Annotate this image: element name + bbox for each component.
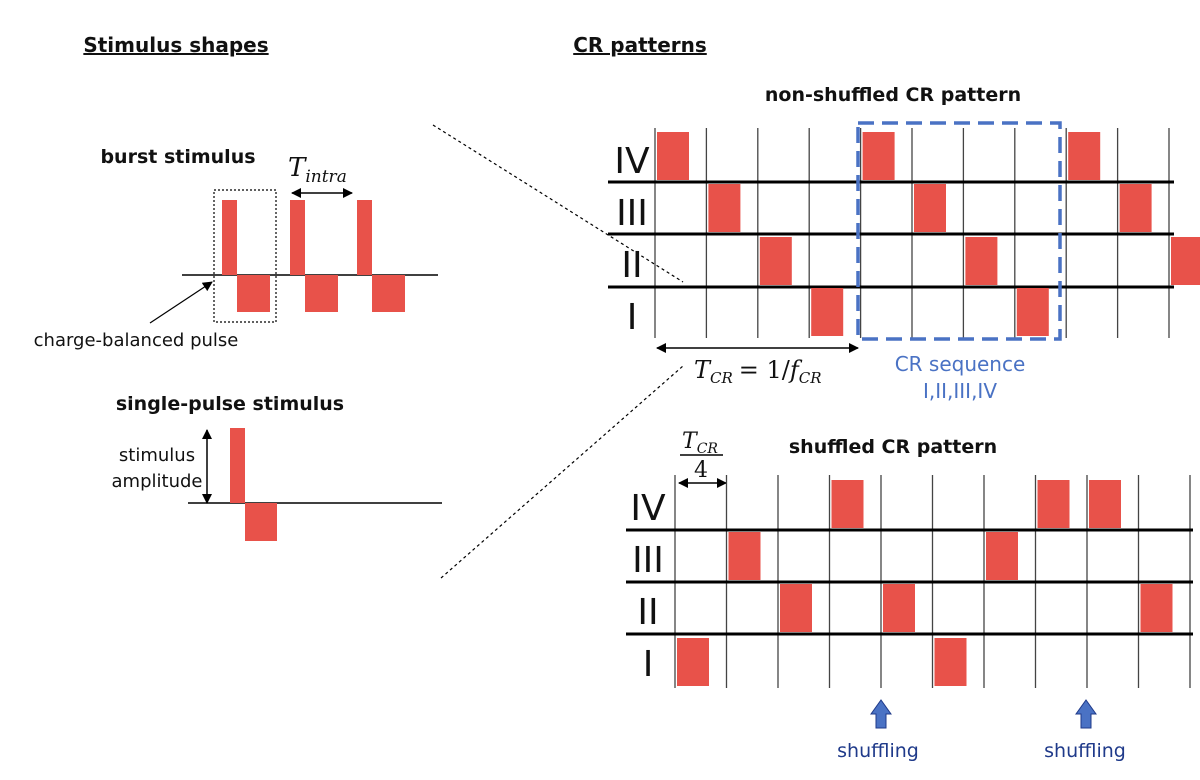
ns-pulse (811, 288, 844, 336)
single-pulse-title: single-pulse stimulus (116, 393, 344, 415)
ns-pulse (1016, 288, 1049, 336)
ns-pulse (708, 184, 741, 232)
shuffled-channel-labels: IV III II I (630, 488, 666, 685)
sh-channel-label-I: I (643, 644, 654, 685)
sh-pulse (728, 532, 761, 580)
burst-pulse-negative-1 (237, 275, 270, 312)
ns-pulse (657, 132, 689, 180)
ns-channel-label-I: I (627, 297, 638, 338)
ns-channel-label-II: II (621, 245, 642, 286)
shuffled-pulses (677, 480, 1173, 686)
cr-sequence-box (856, 121, 1062, 341)
burst-pulse-positive-2 (290, 200, 305, 275)
t-cr-fraction-numerator: TCR (682, 429, 718, 457)
non-shuffled-pulses (657, 132, 1200, 336)
heading-cr-patterns: CR patterns (573, 33, 707, 57)
zoom-line-upper (432, 124, 684, 283)
sh-pulse (986, 532, 1018, 580)
single-pulse-positive (230, 428, 245, 503)
burst-pulses (222, 200, 405, 312)
ns-pulse (862, 132, 895, 180)
non-shuffled-grid (608, 128, 1174, 338)
t-intra-label: Tintra (288, 153, 347, 187)
burst-pulse-positive-3 (357, 200, 372, 275)
charge-balanced-pulse-box (213, 189, 277, 323)
shuffling-arrow-icon-2 (1075, 699, 1097, 729)
ns-channel-label-IV: IV (614, 141, 650, 182)
burst-pulse-negative-2 (305, 275, 338, 312)
ns-pulse (914, 184, 946, 232)
charge-balanced-label: charge-balanced pulse (34, 330, 239, 351)
charge-balanced-pointer-arrow (149, 281, 213, 324)
sh-pulse (677, 638, 709, 686)
ns-pulse (965, 237, 998, 285)
shuffling-label-2: shuffling (1044, 740, 1126, 762)
shuffled-title: shuffled CR pattern (789, 436, 997, 458)
sh-pulse (780, 584, 812, 632)
sh-pulse (1089, 480, 1121, 528)
cr-sequence-order: I,II,III,IV (923, 379, 997, 403)
burst-pulse-negative-3 (372, 275, 405, 312)
burst-pulse-positive-1 (222, 200, 237, 275)
sh-channel-label-II: II (637, 592, 658, 633)
shuffling-label-1: shuffling (837, 740, 919, 762)
ns-pulse (1119, 184, 1152, 232)
heading-stimulus-shapes: Stimulus shapes (83, 33, 268, 57)
single-pulse-negative (245, 503, 277, 541)
sh-pulse (934, 638, 967, 686)
t-cr-fraction-denominator: 4 (694, 458, 708, 483)
sh-pulse (831, 480, 864, 528)
shuffling-arrow-icon-1 (870, 699, 892, 729)
ns-pulse (1068, 132, 1101, 180)
burst-stimulus-title: burst stimulus (100, 146, 255, 168)
amplitude-label-line2: amplitude (112, 471, 203, 492)
ns-channel-label-III: III (616, 193, 648, 234)
non-shuffled-title: non-shuffled CR pattern (765, 84, 1021, 106)
ns-pulse (1171, 237, 1200, 285)
sh-pulse (1037, 480, 1070, 528)
non-shuffled-channel-labels: IV III II I (614, 141, 650, 338)
ns-pulse (759, 237, 792, 285)
sh-pulse (883, 584, 915, 632)
t-cr-formula: TCR = 1/fCR (694, 356, 822, 387)
sh-pulse (1140, 584, 1173, 632)
shuffled-grid (626, 475, 1193, 688)
cr-sequence-label: CR sequence (895, 352, 1026, 376)
amplitude-label-line1: stimulus (119, 445, 195, 466)
sh-channel-label-III: III (632, 540, 664, 581)
sh-channel-label-IV: IV (630, 488, 666, 529)
